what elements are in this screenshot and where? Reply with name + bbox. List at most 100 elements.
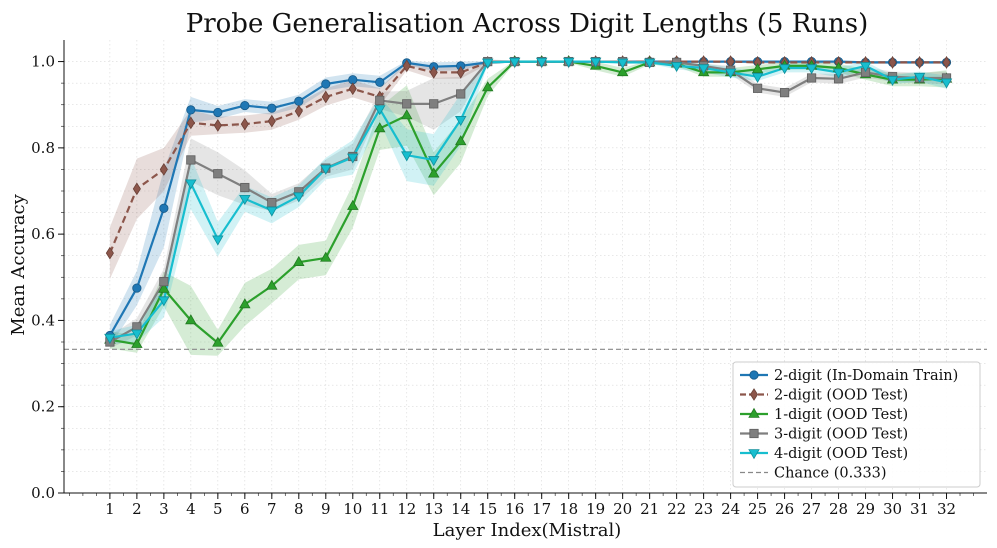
x-tick-label: 15 — [478, 500, 497, 518]
legend-label: Chance (0.333) — [774, 466, 887, 482]
confidence-bands — [109, 59, 947, 356]
x-tick-label: 12 — [397, 500, 416, 518]
y-tick-label: 0.2 — [31, 398, 55, 416]
data-point — [186, 105, 196, 115]
data-point — [131, 329, 143, 340]
y-axis-ticks: 0.0 0.2 0.4 0.6 0.8 1.0 — [31, 53, 64, 502]
data-point — [320, 251, 332, 262]
data-point — [266, 206, 278, 217]
data-point — [481, 58, 494, 69]
y-tick-label: 0.8 — [31, 139, 55, 157]
x-tick-label: 30 — [883, 500, 902, 518]
y-tick-label: 1.0 — [31, 53, 55, 71]
data-point — [267, 114, 276, 128]
data-point — [428, 167, 440, 178]
data-point — [751, 63, 764, 74]
data-point — [293, 192, 305, 203]
data-point — [320, 164, 332, 175]
data-point — [213, 107, 223, 118]
chart-title: Probe Generalisation Across Digit Length… — [186, 9, 869, 39]
data-point — [589, 57, 602, 68]
x-tick-label: 18 — [559, 500, 578, 518]
x-tick-label: 24 — [721, 500, 740, 518]
data-point — [131, 337, 143, 348]
data-point — [347, 153, 359, 164]
data-point — [293, 255, 305, 266]
x-tick-label: 1 — [105, 500, 115, 518]
data-point — [132, 283, 142, 293]
legend: 2-digit (In-Domain Train) 2-digit (OOD Te… — [732, 361, 981, 488]
data-point — [401, 109, 413, 120]
x-tick-label: 27 — [802, 500, 821, 518]
data-point — [508, 57, 521, 68]
data-point — [159, 276, 169, 287]
data-point — [348, 82, 357, 96]
data-point — [832, 68, 845, 79]
y-axis-label: Mean Accuracy — [8, 193, 29, 335]
data-point — [212, 235, 224, 246]
data-point — [294, 104, 303, 118]
legend-label: 2-digit (OOD Test) — [774, 388, 908, 404]
legend-label: 3-digit (OOD Test) — [774, 427, 908, 443]
y-tick-label: 0.0 — [31, 484, 55, 502]
legend-label: 2-digit (In-Domain Train) — [774, 368, 958, 384]
data-point — [159, 163, 168, 176]
confidence-band — [109, 59, 947, 349]
x-tick-label: 8 — [294, 500, 304, 518]
data-point — [375, 95, 385, 105]
data-point — [213, 119, 222, 132]
x-tick-label: 10 — [343, 500, 362, 518]
confidence-band — [109, 60, 947, 345]
data-point — [805, 64, 818, 75]
x-tick-label: 21 — [640, 500, 659, 518]
data-point — [428, 156, 440, 167]
confidence-band — [109, 60, 947, 356]
data-point — [186, 116, 195, 130]
x-tick-label: 26 — [775, 500, 794, 518]
data-point — [239, 195, 251, 206]
data-point — [240, 100, 250, 111]
data-point — [616, 66, 629, 77]
x-tick-label: 7 — [267, 500, 277, 518]
legend-label: 1-digit (OOD Test) — [774, 407, 908, 423]
legend-label: 4-digit (OOD Test) — [774, 446, 908, 462]
legend-marker — [749, 370, 759, 380]
data-point — [429, 99, 439, 109]
data-point — [186, 155, 196, 165]
x-tick-label: 31 — [910, 500, 929, 518]
legend-box — [732, 361, 981, 488]
data-point — [535, 57, 548, 68]
x-tick-label: 2 — [132, 500, 142, 518]
data-point — [105, 246, 114, 260]
x-tick-label: 19 — [586, 500, 605, 518]
data-point — [266, 279, 278, 290]
data-point — [347, 199, 359, 210]
data-point — [751, 72, 764, 83]
data-point — [670, 62, 683, 73]
data-point — [240, 117, 249, 131]
data-point — [402, 59, 411, 73]
x-tick-label: 3 — [159, 500, 169, 518]
data-point — [185, 314, 197, 325]
data-point — [942, 56, 951, 69]
x-tick-label: 29 — [856, 500, 875, 518]
data-point — [456, 65, 465, 79]
data-point — [806, 73, 817, 83]
data-point — [752, 83, 763, 93]
legend-marker — [749, 388, 759, 401]
data-point — [940, 78, 953, 89]
data-point — [267, 103, 277, 113]
x-tick-label: 16 — [505, 500, 524, 518]
data-point — [481, 81, 494, 92]
data-point — [158, 296, 170, 307]
data-point — [321, 79, 331, 89]
data-point — [212, 336, 224, 347]
x-tick-label: 5 — [213, 500, 223, 518]
data-point — [886, 75, 899, 86]
data-point — [375, 77, 385, 87]
x-tick-label: 17 — [532, 500, 551, 518]
data-point — [213, 169, 223, 179]
y-tick-label: 0.6 — [31, 225, 55, 243]
data-point — [697, 64, 710, 75]
data-point — [159, 203, 169, 213]
